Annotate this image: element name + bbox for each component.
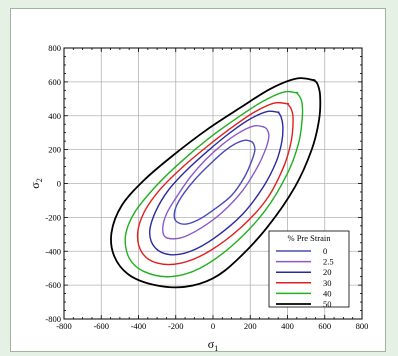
legend-label-0: 0 xyxy=(323,246,327,256)
x-axis-title-subscript: 1 xyxy=(214,344,218,353)
x-axis-title: σ1 xyxy=(208,337,218,353)
legend-box xyxy=(268,230,350,308)
y-tick-label: -800 xyxy=(45,314,61,324)
x-tick-label: 600 xyxy=(318,321,331,331)
x-tick-label: 400 xyxy=(281,321,294,331)
chart-svg: -800 -600 -400 -200 0 200 400 600 800-800-600-40… xyxy=(28,43,368,353)
legend-label-30: 30 xyxy=(323,278,332,288)
legend-label-50: 50 xyxy=(323,299,332,309)
legend-title: % Pre Strain xyxy=(288,233,332,243)
legend-label-20: 20 xyxy=(323,267,332,277)
y-axis-title-group: σ2 xyxy=(28,178,44,188)
series-layer xyxy=(110,77,322,289)
x-tick-label: 0 xyxy=(211,321,215,331)
x-tick-label: 200 xyxy=(244,321,257,331)
series-line-0 xyxy=(173,139,256,225)
x-tick-label: -800 xyxy=(56,321,72,331)
y-tick-label: 200 xyxy=(48,145,61,155)
x-tick-label: -200 xyxy=(168,321,184,331)
y-tick-label: -400 xyxy=(45,246,61,256)
x-tick-label: -400 xyxy=(131,321,147,331)
y-tick-label: -200 xyxy=(45,212,61,222)
x-tick-label: -600 xyxy=(93,321,109,331)
chart-frame: -800 -600 -400 -200 0 200 400 600 800 -800 -600 -40… xyxy=(10,8,386,353)
series-line-30 xyxy=(136,101,294,266)
y-tick-label: 800 xyxy=(48,43,61,53)
axes-layer xyxy=(63,47,363,320)
labels-layer: -800 -600 -400 -200 0 200 400 600 800-800-600-40… xyxy=(28,43,368,353)
y-axis-title-subscript: 2 xyxy=(35,178,44,182)
y-tick-label: -600 xyxy=(45,280,61,290)
y-axis-title: σ2 xyxy=(28,178,44,188)
y-tick-label: 600 xyxy=(48,77,61,87)
x-tick-label: 800 xyxy=(356,321,369,331)
series-line-50 xyxy=(110,77,322,289)
series-line-20 xyxy=(148,110,284,256)
series-line-40 xyxy=(124,90,304,278)
y-tick-label: 0 xyxy=(57,179,61,189)
legend-label-2-5: 2.5 xyxy=(323,257,334,267)
y-tick-label: 400 xyxy=(48,111,61,121)
legend-label-40: 40 xyxy=(323,288,332,298)
series-line-2-5 xyxy=(162,124,270,240)
